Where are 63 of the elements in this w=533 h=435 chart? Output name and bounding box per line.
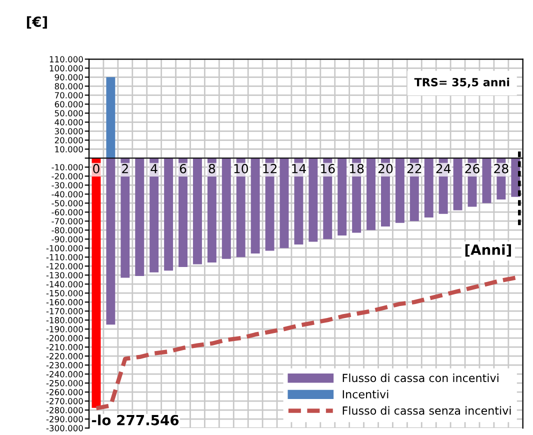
y-tick-label: 10.000 xyxy=(55,146,83,152)
y-tick-label: -240.000 xyxy=(46,371,83,378)
y-tick-label: -60.000 xyxy=(52,209,83,216)
y-tick-label: 40.000 xyxy=(54,119,83,126)
y-tick-label: -130.000 xyxy=(46,272,83,278)
x-tick-label: 28 xyxy=(494,164,508,174)
legend-label: Flusso di cassa senza incentivi xyxy=(342,406,511,415)
y-tick-label: -220.000 xyxy=(46,353,83,360)
y-tick-label: -120.000 xyxy=(46,263,83,270)
y-tick-label: -70.000 xyxy=(52,218,83,224)
y-tick-label: -180.000 xyxy=(46,317,83,324)
y-tick-label: -170.000 xyxy=(46,308,83,314)
y-tick-label: -270.000 xyxy=(46,398,83,404)
y-tick-label: 60.000 xyxy=(54,101,83,108)
x-tick-label: 8 xyxy=(208,164,216,174)
y-tick-label: -260.000 xyxy=(46,389,83,396)
y-tick-label: -150.000 xyxy=(46,290,83,296)
annotation: -lo 277.546 xyxy=(92,414,179,426)
y-tick-label: -250.000 xyxy=(46,380,83,386)
y-tick-label: -160.000 xyxy=(46,299,83,306)
y-tick-label: -40.000 xyxy=(52,191,83,198)
y-tick-label: -90.000 xyxy=(52,236,83,242)
y-tick-label: -280.000 xyxy=(46,407,83,414)
y-tick-label: 30.000 xyxy=(54,128,83,134)
y-tick-label: 110.000 xyxy=(50,56,83,62)
y-tick-label: 100.000 xyxy=(50,65,83,72)
y-tick-label: -20.000 xyxy=(52,173,83,180)
y-tick-label: 50.000 xyxy=(54,110,83,116)
legend-label: Flusso di cassa con incentivi xyxy=(342,374,498,382)
x-tick-label: 16 xyxy=(321,164,335,174)
x-tick-label: 2 xyxy=(122,164,128,174)
legend-label: Incentivi xyxy=(342,390,388,398)
y-tick-label: -80.000 xyxy=(52,227,83,234)
annotation: TRS= 35,5 anni xyxy=(414,78,510,88)
y-tick-label: -300.000 xyxy=(46,425,83,432)
y-tick-label: -230.000 xyxy=(46,362,83,368)
x-tick-label: 6 xyxy=(180,164,186,174)
y-axis-title: [€] xyxy=(26,16,47,29)
y-tick-label: -50.000 xyxy=(52,200,83,206)
y-tick-label: -10.000 xyxy=(52,164,83,170)
y-tick-label: 90.000 xyxy=(54,74,83,80)
y-tick-label: -200.000 xyxy=(46,335,83,342)
x-tick-label: 18 xyxy=(350,164,364,174)
x-tick-label: 24 xyxy=(436,164,451,174)
y-tick-label: -190.000 xyxy=(46,326,83,332)
y-tick-label: -140.000 xyxy=(46,281,83,288)
x-tick-label: 10 xyxy=(234,164,248,174)
y-tick-label: -210.000 xyxy=(46,344,83,350)
x-tick-label: 14 xyxy=(292,164,306,174)
y-tick-label: -290.000 xyxy=(46,416,83,422)
x-tick-label: 20 xyxy=(378,164,393,174)
x-tick-label: 4 xyxy=(150,164,158,174)
x-tick-label: 26 xyxy=(465,164,480,174)
y-tick-label: -30.000 xyxy=(52,182,83,188)
x-tick-label: 0 xyxy=(93,164,100,174)
y-tick-label: 80.000 xyxy=(54,83,83,90)
x-axis-title: [Anni] xyxy=(465,244,511,257)
y-tick-label: 20.000 xyxy=(54,137,83,144)
y-tick-label: -100.000 xyxy=(46,245,83,252)
x-tick-label: 12 xyxy=(263,164,276,174)
y-tick-label: -110.000 xyxy=(46,254,83,260)
x-tick-label: 22 xyxy=(407,164,422,174)
y-tick-label: 70.000 xyxy=(54,92,83,98)
